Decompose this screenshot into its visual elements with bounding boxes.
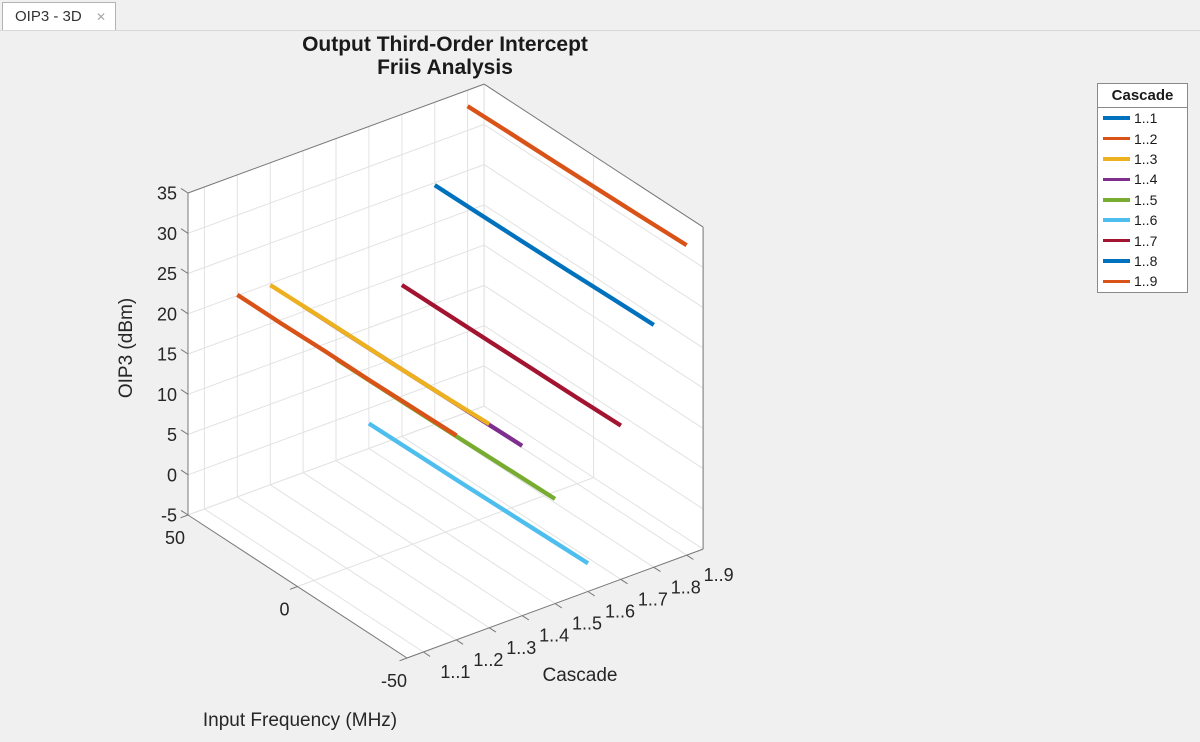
svg-text:0: 0 [279,600,289,620]
legend-line-swatch [1103,198,1130,202]
svg-text:10: 10 [157,385,177,405]
svg-text:1..9: 1..9 [704,565,734,585]
legend: Cascade 1..1 1..2 1..3 1..4 1..5 1..6 1..7 1..8… [1097,83,1188,293]
legend-entry-label: 1..6 [1134,212,1158,229]
legend-entry-1..6: 1..6 [1098,210,1187,230]
legend-line-swatch [1103,136,1130,141]
svg-text:20: 20 [157,304,177,324]
z-axis-label: OIP3 (dBm) [116,297,137,399]
legend-entry-label: 1..1 [1134,110,1158,127]
grid-lines [187,83,704,659]
svg-text:1..1: 1..1 [440,662,470,682]
series-line-1..3 [269,283,491,426]
x-axis-label: Input Frequency (MHz) [202,710,398,731]
svg-text:1..6: 1..6 [605,602,635,622]
legend-entry-label: 1..2 [1134,130,1158,147]
legend-line-swatch [1103,177,1130,182]
tab-bar: OIP3 - 3D ✕ [0,0,1200,31]
plot-walls [188,84,704,658]
figure-title-line1: Output Third-Order Intercept [302,33,588,56]
svg-text:5: 5 [167,425,177,445]
legend-entries: 1..1 1..2 1..3 1..4 1..5 1..6 1..7 1..8 1..9 [1098,108,1187,292]
legend-line-swatch [1103,259,1130,263]
tab-oip3-3d[interactable]: OIP3 - 3D ✕ [2,2,116,30]
plot-region: 35 30 25 20 15 10 5 0 -5 50 0 -50 1..1 1..2 1..3 1..4 1.… [0,30,1200,742]
legend-entry-1..7: 1..7 [1098,230,1187,250]
legend-entry-label: 1..5 [1134,191,1158,208]
series-line-1..9 [466,104,688,248]
legend-line-swatch [1103,279,1130,284]
tab-close-icon[interactable]: ✕ [95,9,106,24]
legend-entry-label: 1..7 [1134,232,1158,249]
svg-text:0: 0 [167,465,177,485]
svg-text:1..3: 1..3 [506,638,536,658]
legend-entry-label: 1..4 [1134,171,1158,188]
svg-text:25: 25 [157,264,177,284]
svg-text:1..4: 1..4 [539,626,569,646]
legend-entry-label: 1..8 [1134,252,1158,269]
svg-text:1..7: 1..7 [638,589,668,609]
svg-text:1..2: 1..2 [473,650,503,670]
legend-line-swatch [1103,116,1130,120]
legend-entry-1..1: 1..1 [1098,108,1187,128]
figure-title-line2: Friis Analysis [377,56,513,79]
legend-entry-1..3: 1..3 [1098,149,1187,169]
legend-line-swatch [1103,238,1130,243]
legend-entry-label: 1..9 [1134,273,1158,290]
svg-text:30: 30 [157,224,177,244]
series-line-1..6 [367,421,590,566]
svg-text:1..8: 1..8 [671,577,701,597]
legend-entry-label: 1..3 [1134,150,1158,167]
tab-label: OIP3 - 3D [15,8,82,25]
series-lines [236,104,688,566]
legend-entry-1..5: 1..5 [1098,190,1187,210]
legend-entry-1..8: 1..8 [1098,251,1187,271]
legend-line-swatch [1103,218,1130,222]
svg-text:15: 15 [157,345,177,365]
svg-text:-5: -5 [161,506,177,526]
y-axis-label: Cascade [542,665,618,686]
legend-entry-1..4: 1..4 [1098,169,1187,189]
svg-text:35: 35 [157,184,177,204]
legend-entry-1..9: 1..9 [1098,271,1187,291]
series-line-1..8 [433,183,655,327]
legend-title: Cascade [1098,84,1187,108]
series-line-1..2 [236,292,458,438]
svg-text:50: 50 [165,528,185,548]
legend-line-swatch [1103,157,1130,161]
figure-title: Output Third-Order Intercept Friis Analy… [245,33,645,79]
svg-text:1..5: 1..5 [572,614,602,634]
svg-text:-50: -50 [381,671,407,691]
legend-entry-1..2: 1..2 [1098,128,1187,148]
series-line-1..7 [400,283,623,428]
